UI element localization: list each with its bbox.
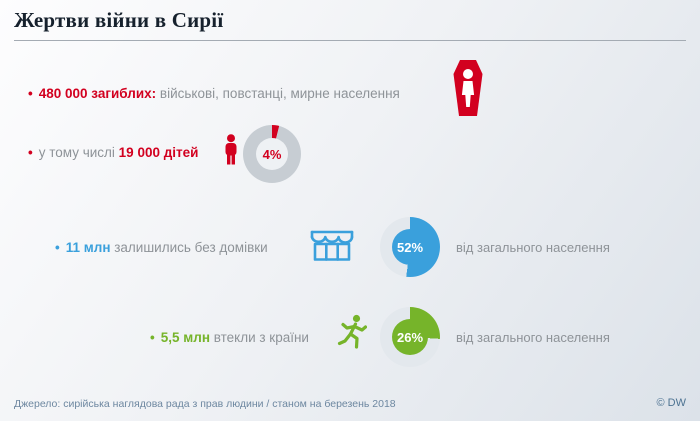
- donut-center: 52%: [392, 229, 428, 265]
- page-title: Жертви війни в Сирії: [14, 8, 224, 32]
- stat-fled-note: від загального населення: [456, 330, 610, 345]
- child-icon: [225, 134, 237, 165]
- stat-homeless-note: від загального населення: [456, 240, 610, 255]
- stat-children-value: 19 000 дітей: [118, 145, 199, 160]
- stat-fled-value: 5,5 млн: [160, 330, 210, 345]
- stat-children: • у тому числі 19 000 дітей: [28, 144, 198, 162]
- stat-homeless: • 11 млн залишились без домівки: [55, 239, 268, 257]
- stat-fled: • 5,5 млн втекли з країни: [150, 329, 309, 347]
- donut-chart-homeless-share: 52%: [380, 217, 440, 277]
- donut-percent-label: 52%: [396, 239, 424, 255]
- source-note: Джерело: сирійська наглядова рада з прав…: [14, 398, 396, 410]
- stat-fled-text: втекли з країни: [209, 330, 309, 345]
- coffin-icon: [453, 60, 483, 116]
- donut-percent-label: 26%: [396, 329, 424, 345]
- donut-center: 4%: [256, 138, 288, 170]
- bullet: •: [150, 330, 155, 345]
- house-icon: [310, 230, 354, 261]
- title-divider: [14, 40, 686, 41]
- bullet: •: [55, 240, 60, 255]
- bullet: •: [28, 145, 33, 160]
- stat-homeless-value: 11 млн: [65, 240, 111, 255]
- stat-children-prefix: у тому числі: [38, 145, 119, 160]
- bullet: •: [28, 86, 33, 101]
- donut-chart-children-share: 4%: [243, 125, 301, 183]
- donut-center: 26%: [392, 319, 428, 355]
- stat-deaths-value: 480 000 загиблих:: [38, 86, 157, 101]
- dw-credit: © DW: [656, 397, 687, 409]
- running-person-icon: [337, 314, 367, 349]
- stat-deaths: • 480 000 загиблих: військові, повстанці,…: [28, 85, 400, 103]
- stat-homeless-text: залишились без домівки: [110, 240, 268, 255]
- donut-chart-fled-share: 26%: [380, 307, 440, 367]
- donut-percent-label: 4%: [262, 146, 282, 162]
- stat-deaths-text: військові, повстанці, мирне населення: [156, 86, 400, 101]
